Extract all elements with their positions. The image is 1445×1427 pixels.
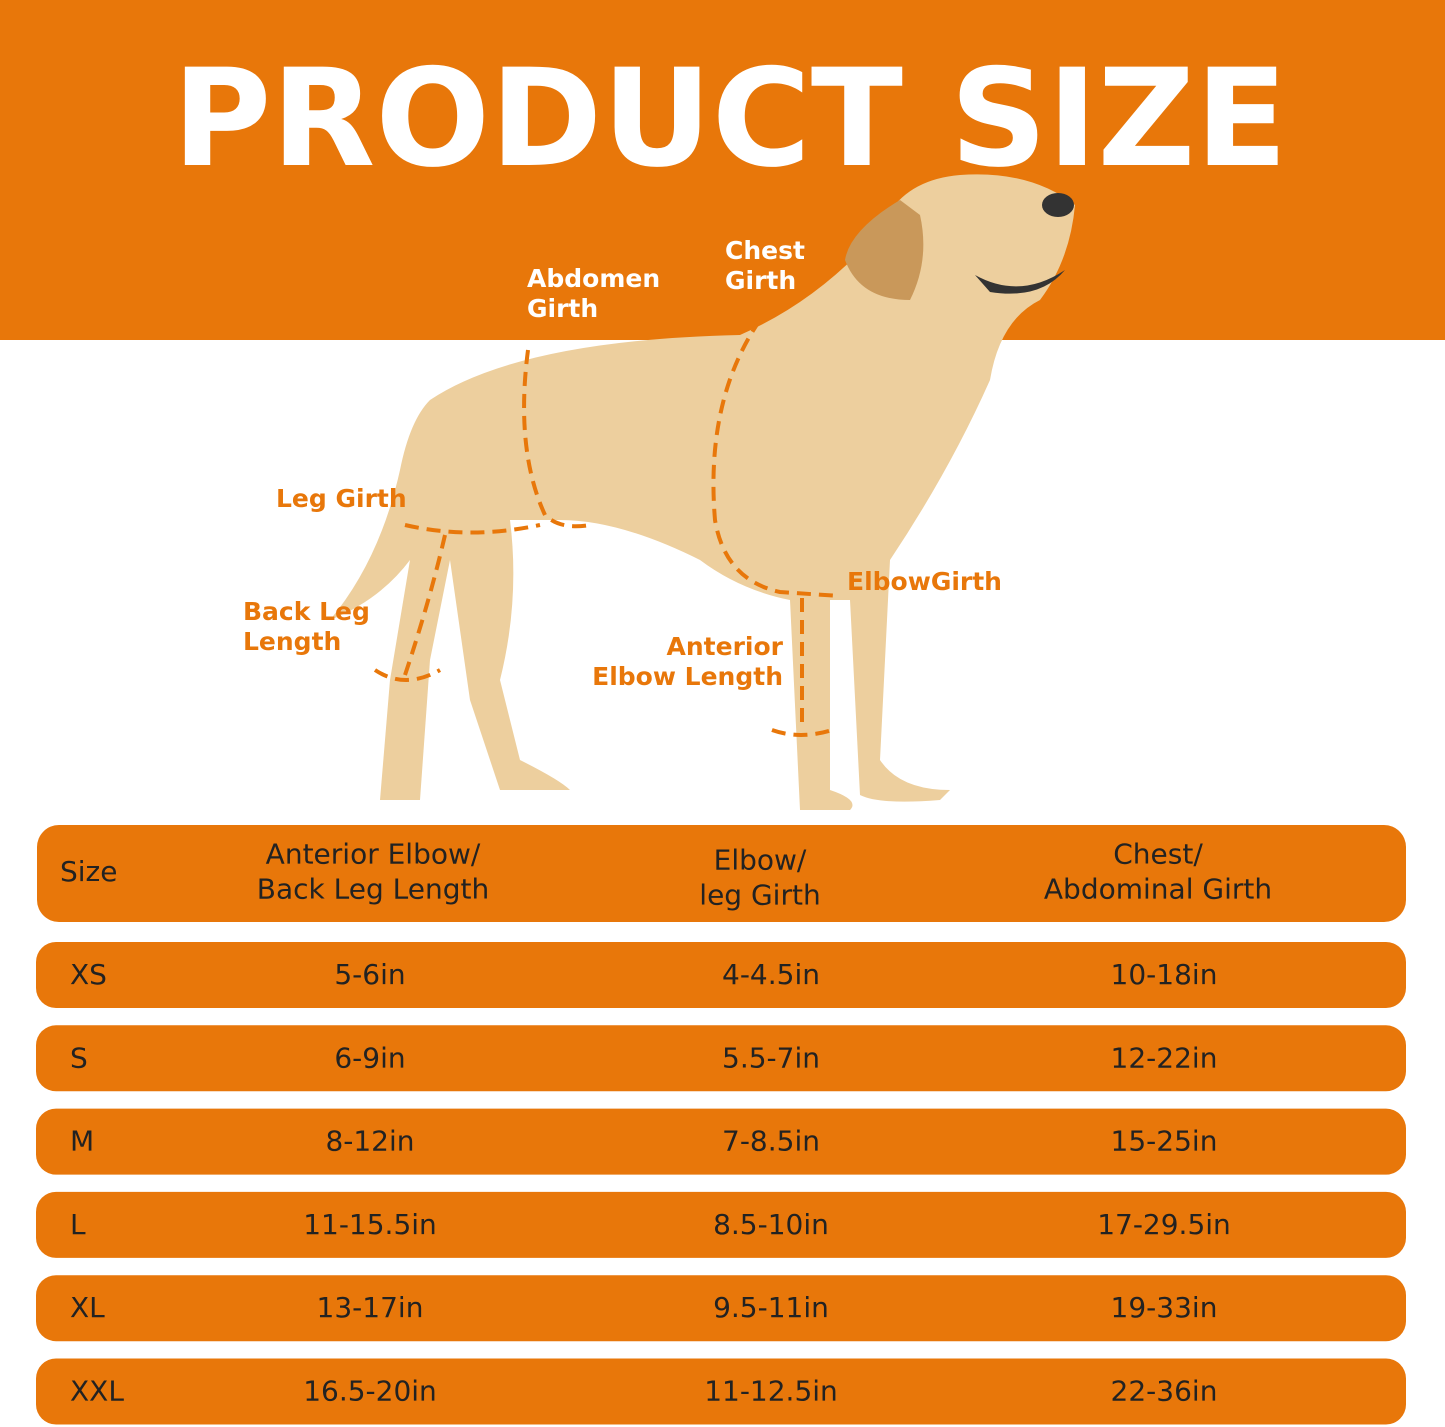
table-cell: S — [70, 1041, 88, 1074]
table-cell: 13-17in — [317, 1291, 424, 1324]
table-cell: L — [70, 1208, 86, 1241]
table-cell: 17-29.5in — [1097, 1208, 1231, 1241]
header-cell: Anterior Elbow/ — [266, 838, 481, 871]
measure-label: Chest — [725, 236, 805, 265]
header-cell: Elbow/ — [714, 844, 807, 877]
table-cell: M — [70, 1125, 94, 1158]
table-cell: XL — [70, 1291, 105, 1324]
header-cell: Back Leg Length — [257, 873, 489, 906]
table-cell: 15-25in — [1111, 1125, 1218, 1158]
table-row — [36, 1025, 1406, 1092]
table-row — [36, 942, 1406, 1008]
table-cell: 8.5-10in — [713, 1208, 829, 1241]
measure-label: ElbowGirth — [847, 567, 1002, 596]
table-row — [36, 1358, 1406, 1425]
measure-label: Girth — [725, 266, 796, 295]
header-cell: Abdominal Girth — [1044, 873, 1272, 906]
table-cell: 10-18in — [1111, 958, 1218, 991]
table-cell: 5.5-7in — [722, 1041, 820, 1074]
table-cell: XS — [70, 958, 107, 991]
table-cell: 16.5-20in — [303, 1375, 437, 1408]
header-band — [0, 0, 1445, 340]
header-cell: leg Girth — [699, 879, 820, 912]
table-cell: 4-4.5in — [722, 958, 820, 991]
table-cell: 7-8.5in — [722, 1125, 820, 1158]
table-cell: 11-12.5in — [704, 1375, 838, 1408]
table-cell: 19-33in — [1111, 1291, 1218, 1324]
title: PRODUCT SIZE — [172, 40, 1287, 197]
header-cell: Size — [60, 855, 117, 888]
measure-label: Back Leg — [243, 597, 370, 626]
table-row — [36, 1191, 1406, 1258]
table-row — [36, 1275, 1406, 1342]
table-cell: 8-12in — [325, 1125, 414, 1158]
measure-label: Length — [243, 627, 341, 656]
measure-label: Elbow Length — [592, 662, 783, 691]
table-cell: 22-36in — [1111, 1375, 1218, 1408]
table-cell: XXL — [70, 1375, 124, 1408]
dog — [330, 174, 1075, 810]
header-row — [37, 825, 1406, 922]
measure-label: Abdomen — [527, 264, 660, 293]
table-cell: 12-22in — [1111, 1041, 1218, 1074]
table-cell: 11-15.5in — [303, 1208, 437, 1241]
table-cell: 6-9in — [334, 1041, 405, 1074]
header-cell: Chest/ — [1113, 838, 1203, 871]
table-cell: 9.5-11in — [713, 1291, 829, 1324]
measure-label: Girth — [527, 294, 598, 323]
measure-label: Leg Girth — [276, 484, 407, 513]
measure-label: Anterior — [667, 632, 784, 661]
table-row — [36, 1108, 1406, 1175]
size-table: Size Anterior Elbow/Back Leg Length Elbow/… — [36, 825, 1406, 1425]
table-cell: 5-6in — [334, 958, 405, 991]
